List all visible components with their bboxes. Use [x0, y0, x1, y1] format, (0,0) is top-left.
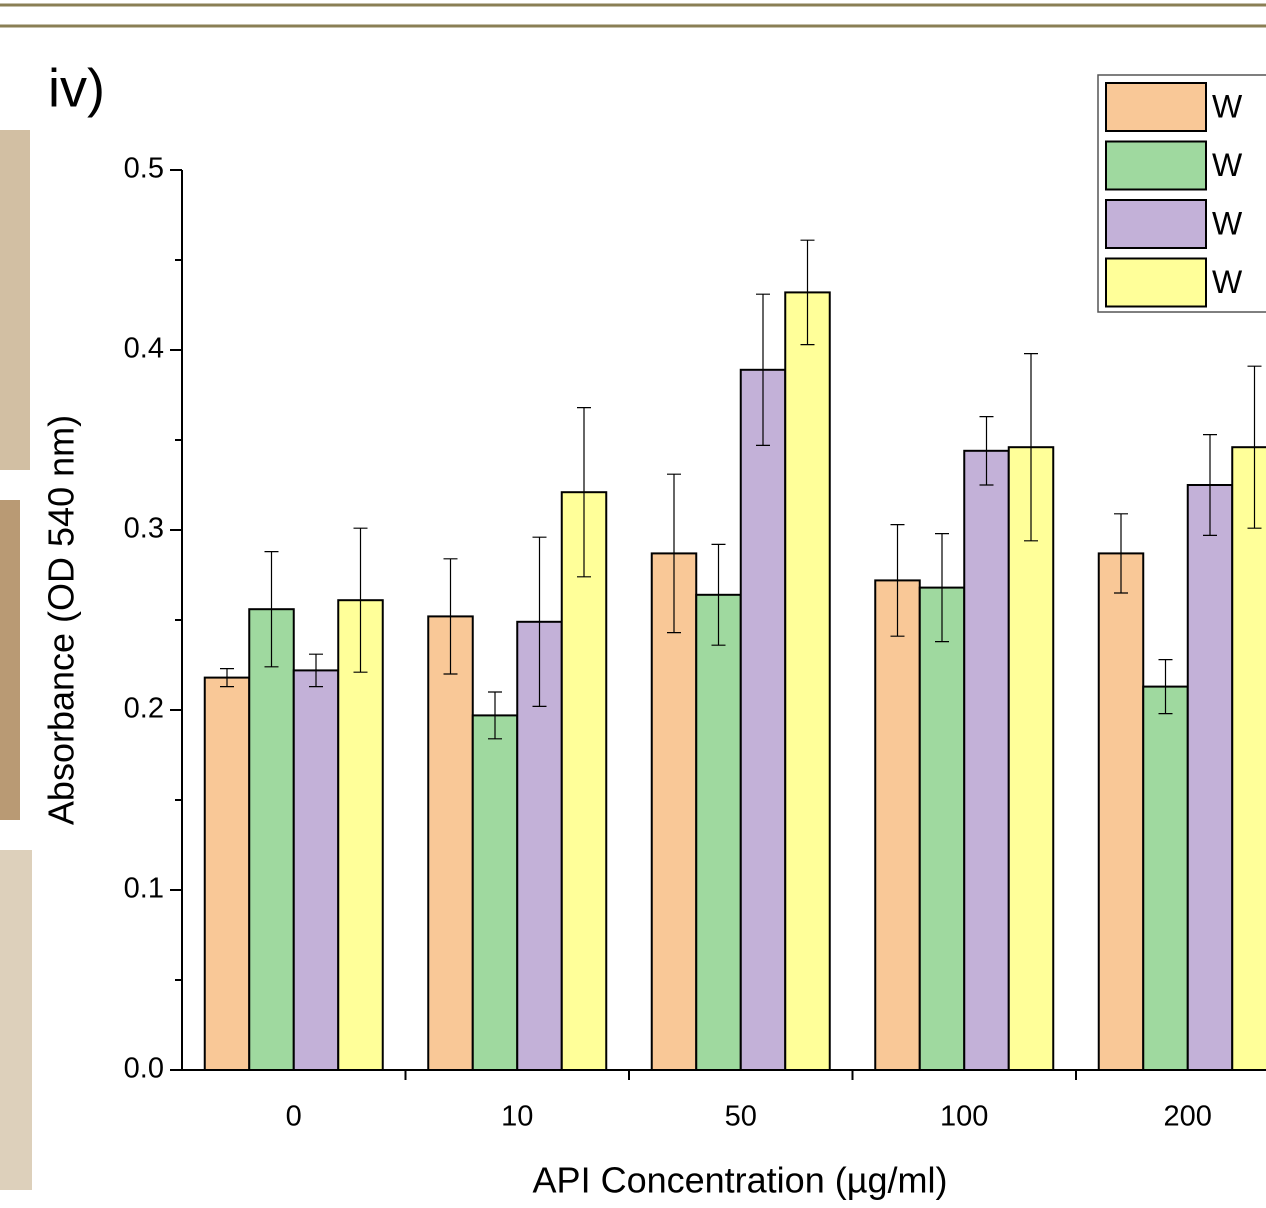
bar	[203, 676, 251, 1071]
y-tick-label: 0.0	[124, 1053, 164, 1085]
y-tick-label: 0.4	[124, 333, 164, 365]
error-bar	[264, 551, 279, 668]
bar	[471, 714, 519, 1072]
error-bar	[220, 668, 234, 688]
legend-swatch	[1105, 257, 1207, 308]
bar	[337, 599, 384, 1071]
legend-label: W	[1212, 88, 1243, 124]
x-tick-label: 50	[725, 1101, 757, 1133]
x-tick-label: 0	[286, 1101, 302, 1133]
bar	[1097, 552, 1145, 1071]
error-bar	[309, 653, 323, 688]
error-bar	[890, 524, 905, 637]
x-tick-label: 10	[501, 1101, 533, 1133]
error-bar	[979, 416, 994, 486]
error-bar	[1024, 353, 1038, 542]
bar	[695, 593, 742, 1071]
error-bar	[711, 543, 726, 646]
error-bar	[353, 527, 368, 673]
bar	[963, 449, 1010, 1071]
bar	[1231, 446, 1266, 1071]
legend-swatch	[1105, 140, 1207, 191]
bar	[739, 368, 787, 1071]
error-bar	[1114, 513, 1128, 594]
bar	[292, 669, 340, 1072]
error-bar	[667, 473, 681, 634]
image-strip	[0, 130, 30, 470]
legend-label: W	[1212, 264, 1243, 300]
x-tick-label: 100	[940, 1101, 988, 1133]
bar	[560, 491, 608, 1071]
error-bar	[488, 691, 502, 740]
bar	[427, 615, 474, 1072]
x-tick-label: 200	[1164, 1101, 1212, 1133]
bar	[248, 608, 295, 1071]
x-axis-title: API Concentration (µg/ml)	[533, 1160, 948, 1201]
y-tick-label: 0.3	[124, 513, 164, 545]
error-bar	[443, 558, 458, 675]
error-bar	[577, 407, 591, 578]
bar	[918, 586, 966, 1071]
error-bar	[1247, 365, 1262, 529]
image-strip	[0, 850, 32, 1190]
error-bar	[800, 239, 815, 346]
y-tick-label: 0.1	[124, 873, 164, 905]
error-bar	[1203, 434, 1217, 536]
error-bar	[532, 536, 547, 707]
legend-swatch	[1105, 199, 1207, 249]
panel-label: iv)	[48, 58, 105, 118]
error-bar	[1158, 659, 1173, 715]
legend-label: W	[1212, 147, 1243, 183]
bar	[874, 579, 921, 1072]
y-tick-label: 0.2	[124, 693, 164, 725]
error-bar	[756, 293, 770, 446]
y-axis-title: Absorbance (OD 540 nm)	[41, 415, 82, 825]
bar	[784, 291, 831, 1071]
bar	[1142, 685, 1189, 1071]
bar	[1186, 484, 1234, 1071]
y-tick-label: 0.5	[124, 153, 164, 185]
image-strip	[0, 500, 20, 820]
error-bar	[935, 533, 949, 643]
legend-label: W	[1212, 205, 1243, 241]
legend-swatch	[1105, 82, 1207, 132]
